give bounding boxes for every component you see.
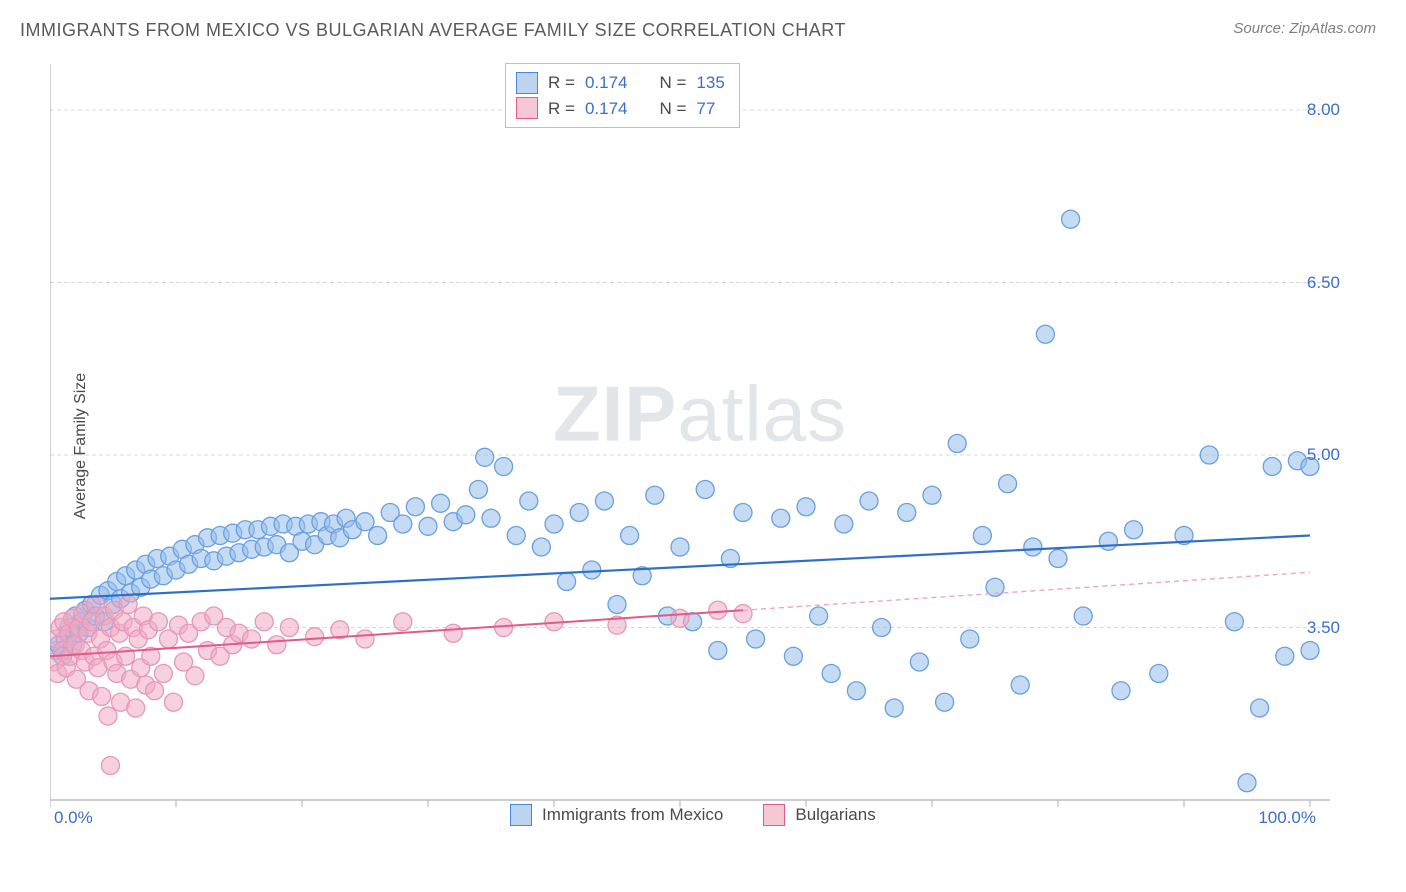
swatch-mexico: [516, 72, 538, 94]
source-value: ZipAtlas.com: [1289, 20, 1376, 37]
legend-swatch-bulgarian: [763, 804, 785, 826]
y-tick-label: 3.50: [1307, 618, 1340, 638]
legend-item-mexico: Immigrants from Mexico: [510, 804, 723, 826]
swatch-bulgarian: [516, 97, 538, 119]
n-label-0: N =: [659, 70, 686, 96]
legend-swatch-mexico: [510, 804, 532, 826]
y-tick-label: 6.50: [1307, 273, 1340, 293]
n-value-1: 77: [696, 96, 715, 122]
n-value-0: 135: [696, 70, 724, 96]
r-label-0: R =: [548, 70, 575, 96]
r-value-1: 0.174: [585, 96, 628, 122]
source-label: Source:: [1233, 20, 1289, 37]
chart-title: IMMIGRANTS FROM MEXICO VS BULGARIAN AVER…: [20, 20, 846, 41]
legend-item-bulgarian: Bulgarians: [763, 804, 875, 826]
chart-plot: ZIPatlas R = 0.174 N = 135 R = 0.174 N =…: [50, 60, 1350, 830]
corr-row-1: R = 0.174 N = 77: [516, 96, 725, 122]
legend-label-mexico: Immigrants from Mexico: [542, 805, 723, 825]
correlation-legend: R = 0.174 N = 135 R = 0.174 N = 77: [505, 63, 740, 128]
corr-row-0: R = 0.174 N = 135: [516, 70, 725, 96]
y-tick-label: 8.00: [1307, 100, 1340, 120]
chart-svg: [50, 60, 1350, 830]
r-label-1: R =: [548, 96, 575, 122]
legend-label-bulgarian: Bulgarians: [795, 805, 875, 825]
x-axis-min-label: 0.0%: [54, 808, 93, 828]
x-axis-max-label: 100.0%: [1258, 808, 1316, 828]
bottom-legend: Immigrants from Mexico Bulgarians: [510, 804, 876, 826]
r-value-0: 0.174: [585, 70, 628, 96]
source: Source: ZipAtlas.com: [1233, 20, 1376, 38]
n-label-1: N =: [659, 96, 686, 122]
y-tick-label: 5.00: [1307, 445, 1340, 465]
